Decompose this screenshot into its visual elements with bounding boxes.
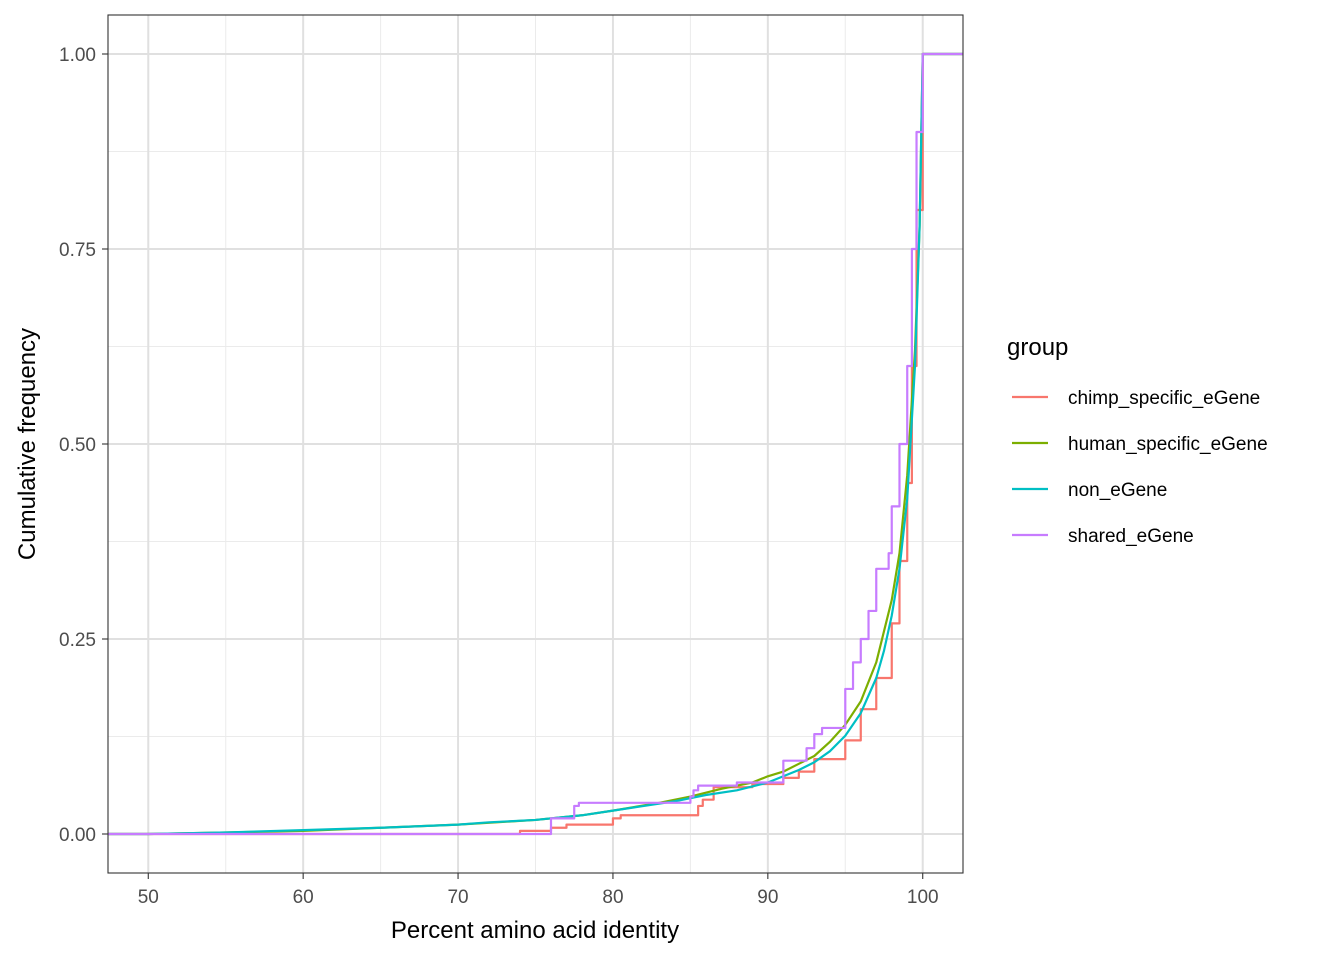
x-axis: 50 60 70 80 90 100 [138, 873, 939, 908]
x-tick-label: 90 [757, 887, 778, 908]
y-axis: 0.00 0.25 0.50 0.75 1.00 [59, 45, 108, 846]
legend-label-non-eGene: non_eGene [1068, 480, 1167, 501]
y-axis-title: Cumulative frequency [14, 328, 41, 560]
x-tick-label: 60 [293, 887, 314, 908]
legend-title: group [1007, 334, 1068, 361]
x-tick-label: 100 [907, 887, 939, 908]
legend: group chimp_specific_eGene human_specific… [1007, 334, 1268, 547]
x-tick-label: 70 [447, 887, 468, 908]
legend-label-shared-eGene: shared_eGene [1068, 526, 1194, 547]
y-tick-label: 0.75 [59, 240, 96, 261]
x-axis-title: Percent amino acid identity [391, 917, 679, 944]
series-line-shared-eGene [108, 52, 963, 836]
legend-label-human-specific-eGene: human_specific_eGene [1068, 434, 1268, 455]
x-tick-label: 80 [602, 887, 623, 908]
series-lines [108, 52, 963, 836]
y-tick-label: 0.50 [59, 435, 96, 456]
series-line-non-eGene [108, 52, 963, 836]
x-tick-label: 50 [138, 887, 159, 908]
y-tick-label: 0.00 [59, 825, 96, 846]
y-tick-label: 0.25 [59, 630, 96, 651]
legend-label-chimp-specific-eGene: chimp_specific_eGene [1068, 388, 1260, 409]
y-tick-label: 1.00 [59, 45, 96, 66]
